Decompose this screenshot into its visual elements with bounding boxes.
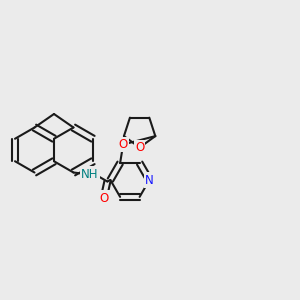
Text: O: O (118, 138, 128, 151)
Text: NH: NH (81, 167, 99, 181)
Text: N: N (145, 173, 154, 187)
Text: O: O (135, 141, 144, 154)
Text: O: O (99, 191, 108, 205)
